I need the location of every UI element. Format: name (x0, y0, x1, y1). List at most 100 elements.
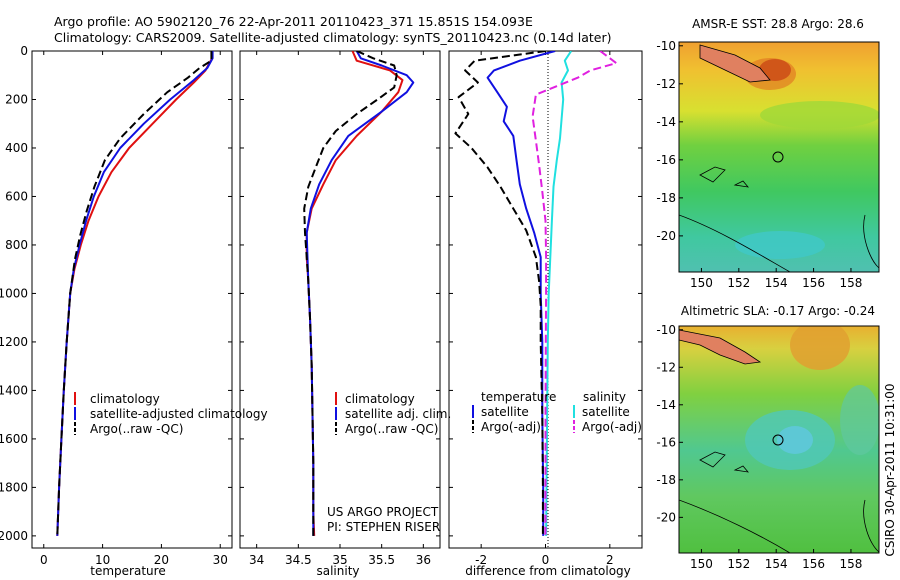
legend-label-satellite: satellite-adjusted climatology (90, 407, 268, 421)
map-x-tick-label: 152 (727, 276, 750, 290)
legend-title-salinity: salinity (583, 390, 626, 404)
x-tick-label: 0 (40, 553, 48, 567)
map-y-tick-label: -10 (656, 323, 676, 337)
sla-low-core (777, 426, 813, 454)
y-tick-label: 2000 (0, 529, 28, 543)
y-tick-label: 1200 (0, 335, 28, 349)
salinity-panel-frame (239, 50, 441, 549)
sst-land (699, 44, 771, 83)
series-line-temperature-argo-adj (454, 51, 546, 536)
difference-xlabel: difference from climatology (465, 564, 631, 578)
sst-warm-patch (760, 101, 879, 129)
sst-argo-marker (772, 151, 784, 163)
sst-map (679, 42, 879, 272)
sla-high-patch (790, 326, 850, 370)
map-y-tick-label: -10 (656, 39, 676, 53)
figure-title-line1: Argo profile: AO 5902120_76 22-Apr-2011 … (54, 14, 533, 29)
legend-label-argo: Argo(..raw -QC) (345, 422, 438, 436)
sla-side-patch (840, 385, 879, 455)
sla-map (679, 326, 879, 553)
sst-map-axes: 150 152 154 156 158 -10 -12 -14 -16 -18 -20 (656, 39, 862, 290)
legend-label-temp-satellite: satellite (481, 405, 529, 419)
series-line-argo-raw-qc (56, 51, 213, 536)
map-y-tick-label: -12 (656, 77, 676, 91)
sst-map-title: AMSR-E SST: 28.8 Argo: 28.6 (692, 17, 864, 31)
legend-label-sal-satellite: satellite (582, 405, 630, 419)
salinity-xlabel: salinity (316, 564, 359, 578)
legend-title-temperature: temperature (481, 390, 556, 404)
x-tick-label: -2 (475, 553, 487, 567)
sst-reef (699, 166, 749, 188)
x-tick-label: 2 (606, 553, 614, 567)
y-tick-label: 400 (5, 141, 28, 155)
map-x-tick-label: 158 (840, 276, 863, 290)
x-tick-label: 36 (416, 553, 431, 567)
series-line-argo-raw-qc (303, 51, 398, 536)
map-y-tick-label: -20 (656, 229, 676, 243)
x-tick-label: 35 (332, 553, 347, 567)
sst-coastline (679, 214, 791, 272)
y-tick-label: 0 (20, 44, 28, 58)
project-name: US ARGO PROJECT (327, 505, 439, 519)
map-y-tick-label: -16 (656, 153, 676, 167)
y-tick-label: 800 (5, 238, 28, 252)
sla-reef (699, 451, 749, 473)
temperature-axes: 0 10 20 30 0 200 400 600 800 1000 1200 1400 1600 1800… (0, 44, 232, 567)
series-line-salinity-argo-adj (531, 51, 618, 536)
x-tick-label: 10 (95, 553, 110, 567)
legend-label-sal-argo: Argo(-adj) (582, 420, 642, 434)
x-tick-label: 34 (249, 553, 264, 567)
temperature-xlabel: temperature (90, 564, 165, 578)
side-credit-label: CSIRO 30-Apr-2011 10:31:00 (883, 383, 897, 556)
sst-map-frame (678, 41, 880, 273)
sla-argo-marker (772, 434, 784, 446)
difference-axes: -2 0 2 (449, 50, 642, 567)
legend-label-satellite: satellite adj. clim. (345, 407, 451, 421)
map-x-tick-label: 154 (765, 557, 788, 571)
x-tick-label: 20 (154, 553, 169, 567)
map-y-tick-label: -16 (656, 435, 676, 449)
map-x-tick-label: 150 (690, 557, 713, 571)
map-x-tick-label: 154 (765, 276, 788, 290)
sla-land (679, 329, 762, 365)
figure-title-line2: Climatology: CARS2009. Satellite-adjuste… (54, 30, 611, 45)
x-tick-label: 30 (213, 553, 228, 567)
y-tick-label: 1800 (0, 480, 28, 494)
map-y-tick-label: -18 (656, 473, 676, 487)
map-x-tick-label: 158 (840, 557, 863, 571)
map-y-tick-label: -14 (656, 115, 676, 129)
sst-cool-patch (735, 231, 825, 259)
map-y-tick-label: -12 (656, 360, 676, 374)
map-x-tick-label: 150 (690, 276, 713, 290)
y-tick-label: 600 (5, 189, 28, 203)
project-pi: PI: STEPHEN RISER (327, 520, 440, 534)
difference-legend: temperature salinity satellite Argo(-adj… (472, 390, 642, 434)
salinity-profiles (303, 51, 415, 536)
series-line-salinity-satellite (545, 51, 573, 536)
map-x-tick-label: 156 (802, 276, 825, 290)
x-tick-label: 35.5 (368, 553, 395, 567)
legend-label-argo: Argo(..raw -QC) (90, 422, 183, 436)
temperature-legend: climatology satellite-adjusted climatolo… (74, 392, 268, 436)
map-y-tick-label: -18 (656, 191, 676, 205)
legend-label-temp-argo: Argo(-adj) (481, 420, 541, 434)
temperature-panel-frame (31, 50, 233, 549)
y-tick-label: 1600 (0, 432, 28, 446)
y-tick-label: 1400 (0, 383, 28, 397)
sla-coastline (863, 499, 879, 553)
map-y-tick-label: -14 (656, 398, 676, 412)
map-x-tick-label: 152 (727, 557, 750, 571)
series-line-satellite-adj-clim (305, 51, 415, 536)
legend-label-climatology: climatology (90, 392, 160, 406)
x-tick-label: 34.5 (285, 553, 312, 567)
legend-label-climatology: climatology (345, 392, 415, 406)
series-line-temperature-satellite (486, 51, 556, 536)
sla-map-axes: 150 152 154 156 158 -10 -12 -14 -16 -18 -20 (656, 323, 862, 571)
sla-map-frame (678, 325, 880, 554)
difference-profiles (454, 51, 618, 536)
salinity-axes: 34 34.5 35 35.5 36 (240, 50, 440, 567)
temperature-profiles (56, 51, 214, 536)
x-tick-label: 0 (542, 553, 550, 567)
y-tick-label: 1000 (0, 286, 28, 300)
